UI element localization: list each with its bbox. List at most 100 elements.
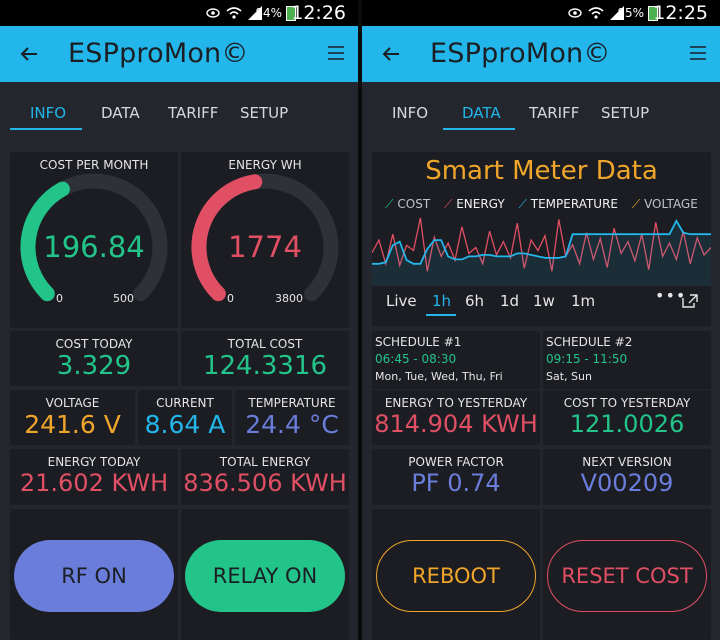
status-bar: 85% 12:25 [362, 0, 720, 26]
schedule-days: Sat, Sun [546, 370, 592, 383]
app-title: ESPproMon© [68, 38, 249, 69]
tab-data[interactable]: DATA [101, 104, 140, 122]
gauge-label: ENERGY WH [228, 158, 302, 172]
period-active-indicator [426, 314, 456, 316]
power-factor-tile: POWER FACTOR PF 0.74 [372, 449, 540, 505]
app-bar: ESPproMon© [362, 26, 720, 82]
tile-label: TEMPERATURE [248, 396, 336, 410]
tile-label: ENERGY TO YESTERDAY [384, 396, 528, 410]
tile-label: COST TO YESTERDAY [563, 396, 691, 410]
tile-value: 836.506 KWH [183, 469, 347, 497]
gauge-fill [191, 174, 263, 302]
temperature-tile: TEMPERATURE 24.4 °C [235, 390, 349, 445]
tab-info[interactable]: INFO [392, 104, 429, 122]
tile-value: 814.904 KWH [374, 410, 538, 438]
tab-setup[interactable]: SETUP [601, 104, 650, 122]
schedule-1-tile[interactable]: SCHEDULE #1 06:45 - 08:30 Mon, Tue, Wed,… [372, 331, 540, 389]
temperature-area [372, 220, 711, 286]
right-phone-screen: 85% 12:25 ESPproMon© INFO DATA TARIFF SE… [362, 0, 720, 640]
reset-cost-button[interactable]: RESET COST [547, 540, 707, 612]
signal-icon [610, 6, 624, 20]
eye-icon [568, 8, 582, 18]
app-bar: ESPproMon© [0, 26, 358, 82]
next-version-tile: NEXT VERSION V00209 [543, 449, 711, 505]
chart-legend: ⟋ COST ⟋ ENERGY ⟋ TEMPERATURE ⟋ VOLTAGE [372, 197, 711, 212]
tab-data[interactable]: DATA [462, 104, 501, 122]
energy-wh-gauge: ENERGY WH 1774 0 3800 [181, 152, 349, 328]
back-arrow-icon[interactable] [18, 43, 40, 65]
status-bar: 84% 12:26 [0, 0, 358, 26]
schedule-2-tile[interactable]: SCHEDULE #2 09:15 - 11:50 Sat, Sun [543, 331, 711, 389]
tab-bar: INFO DATA TARIFF SETUP [362, 82, 720, 138]
schedule-label: SCHEDULE #1 [375, 335, 462, 349]
menu-icon[interactable] [328, 46, 344, 60]
tile-value: PF 0.74 [411, 469, 501, 497]
tab-info[interactable]: INFO [30, 104, 67, 122]
clock: 12:26 [291, 2, 346, 24]
period-live[interactable]: Live [386, 292, 417, 310]
tile-value: 3.329 [56, 351, 132, 381]
tab-setup[interactable]: SETUP [240, 104, 289, 122]
tile-value: 24.4 °C [245, 410, 339, 439]
screen-divider [358, 0, 362, 640]
gauge-max: 500 [113, 292, 134, 305]
relay-button-tile: RELAY ON [181, 509, 349, 640]
rf-on-button[interactable]: RF ON [14, 540, 174, 612]
tile-value: 8.64 A [144, 410, 226, 439]
active-tab-indicator [443, 128, 515, 130]
battery-icon [648, 6, 658, 21]
left-phone-screen: 84% 12:26 ESPproMon© INFO DATA TARIFF SE… [0, 0, 358, 640]
tile-value: 121.0026 [569, 410, 685, 438]
schedule-time: 09:15 - 11:50 [546, 352, 628, 366]
series-line-energy [372, 217, 711, 272]
period-1h[interactable]: 1h [432, 292, 452, 310]
wifi-icon [588, 7, 604, 19]
gauge-label: COST PER MONTH [39, 158, 149, 172]
period-1d[interactable]: 1d [500, 292, 520, 310]
period-1w[interactable]: 1w [533, 292, 555, 310]
back-arrow-icon[interactable] [380, 43, 402, 65]
tab-bar: INFO DATA TARIFF SETUP [0, 82, 358, 138]
more-options-icon[interactable]: ••• [655, 286, 687, 305]
cost-today-tile: COST TODAY 3.329 [10, 331, 178, 386]
cost-to-yesterday-tile: COST TO YESTERDAY 121.0026 [543, 390, 711, 445]
tile-label: ENERGY TODAY [47, 455, 141, 469]
tab-tariff[interactable]: TARIFF [529, 104, 580, 122]
gauge-min: 0 [56, 292, 63, 305]
legend-cost[interactable]: ⟋ COST [385, 197, 431, 211]
legend-voltage[interactable]: ⟋ VOLTAGE [631, 197, 698, 211]
schedule-label: SCHEDULE #2 [546, 335, 633, 349]
eye-icon [206, 8, 220, 18]
legend-energy[interactable]: ⟋ ENERGY [443, 197, 505, 211]
battery-percent: 84% [255, 6, 282, 20]
tile-label: POWER FACTOR [408, 455, 504, 469]
tile-label: COST TODAY [55, 337, 133, 351]
legend-temperature[interactable]: ⟋ TEMPERATURE [518, 197, 619, 211]
gauge-value: 1774 [228, 230, 302, 264]
active-tab-indicator [10, 128, 82, 130]
chart-title: Smart Meter Data [425, 156, 658, 186]
gauge-min: 0 [227, 292, 234, 305]
cost-per-month-gauge: COST PER MONTH 196.84 0 500 [10, 152, 178, 328]
app-title: ESPproMon© [430, 38, 611, 69]
gauge-max: 3800 [275, 292, 303, 305]
energy-today-tile: ENERGY TODAY 21.602 KWH [10, 449, 178, 505]
relay-on-button[interactable]: RELAY ON [185, 540, 345, 612]
line-chart[interactable] [372, 212, 711, 286]
series-line-temperature [372, 219, 711, 265]
fullscreen-icon[interactable] [682, 294, 698, 308]
reboot-button[interactable]: REBOOT [376, 540, 536, 612]
battery-icon [286, 6, 296, 21]
voltage-tile: VOLTAGE 241.6 V [10, 390, 135, 445]
period-6h[interactable]: 6h [465, 292, 485, 310]
schedule-days: Mon, Tue, Wed, Thu, Fri [375, 370, 503, 383]
energy-to-yesterday-tile: ENERGY TO YESTERDAY 814.904 KWH [372, 390, 540, 445]
tile-label: CURRENT [156, 396, 214, 410]
period-1m[interactable]: 1m [571, 292, 596, 310]
schedule-time: 06:45 - 08:30 [375, 352, 457, 366]
tile-value: V00209 [580, 469, 674, 497]
menu-icon[interactable] [690, 46, 706, 60]
tab-tariff[interactable]: TARIFF [168, 104, 219, 122]
tile-label: VOLTAGE [45, 396, 100, 410]
tile-value: 21.602 KWH [19, 469, 169, 497]
